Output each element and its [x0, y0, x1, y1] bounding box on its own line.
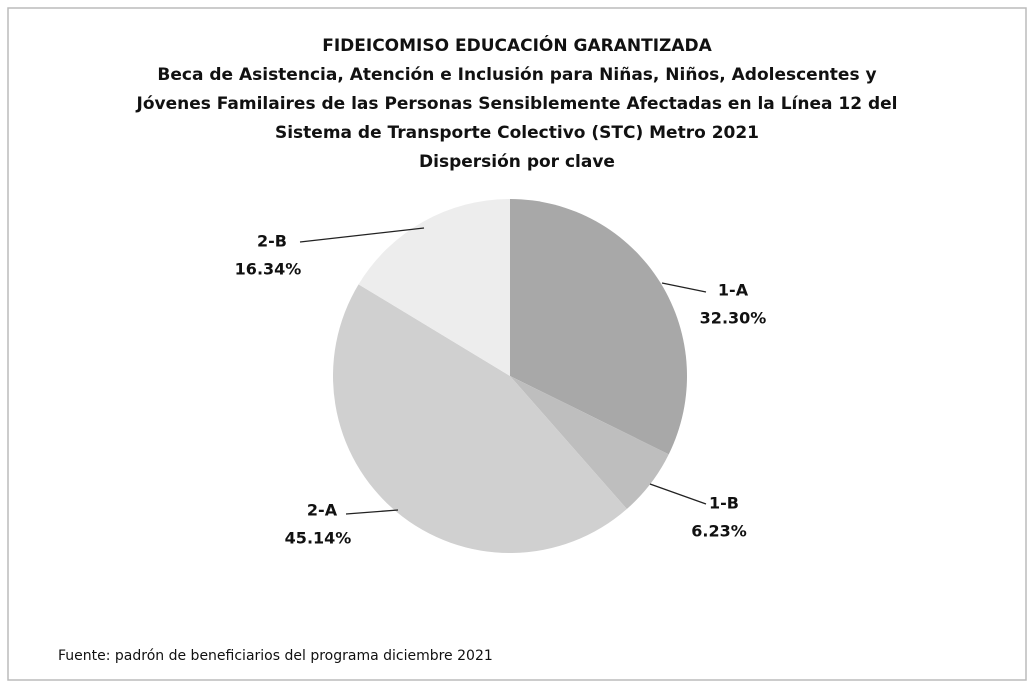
slice-label: 2-A [307, 501, 338, 520]
pie [333, 199, 687, 554]
slice-value-label: 32.30% [700, 309, 767, 328]
pie-slice [333, 284, 627, 554]
leader-line [299, 227, 425, 243]
slice-label: 1-B [709, 494, 739, 513]
source-note: Fuente: padrón de beneficiarios del prog… [58, 648, 493, 664]
slice-value-label: 16.34% [235, 260, 302, 279]
slice-value-label: 45.14% [285, 529, 352, 548]
pie-slice [358, 199, 510, 376]
chart-subtitle: Sistema de Transporte Colectivo (STC) Me… [275, 123, 759, 143]
chart-subtitle: Dispersión por clave [419, 152, 615, 172]
leader-lines [299, 227, 707, 515]
slice-label: 1-A [718, 281, 749, 300]
leader-line [345, 509, 399, 515]
slice-label: 2-B [257, 232, 287, 251]
pie-slice [510, 199, 687, 455]
chart-subtitle: Jóvenes Familaires de las Personas Sensi… [136, 94, 898, 114]
chart-subtitle: Beca de Asistencia, Atención e Inclusión… [157, 65, 876, 85]
chart-title: FIDEICOMISO EDUCACIÓN GARANTIZADA [322, 34, 712, 56]
leader-line [661, 282, 707, 293]
slice-value-label: 6.23% [691, 522, 747, 541]
frame [7, 7, 1027, 681]
leader-line [649, 483, 707, 505]
pie-slice [510, 376, 669, 509]
